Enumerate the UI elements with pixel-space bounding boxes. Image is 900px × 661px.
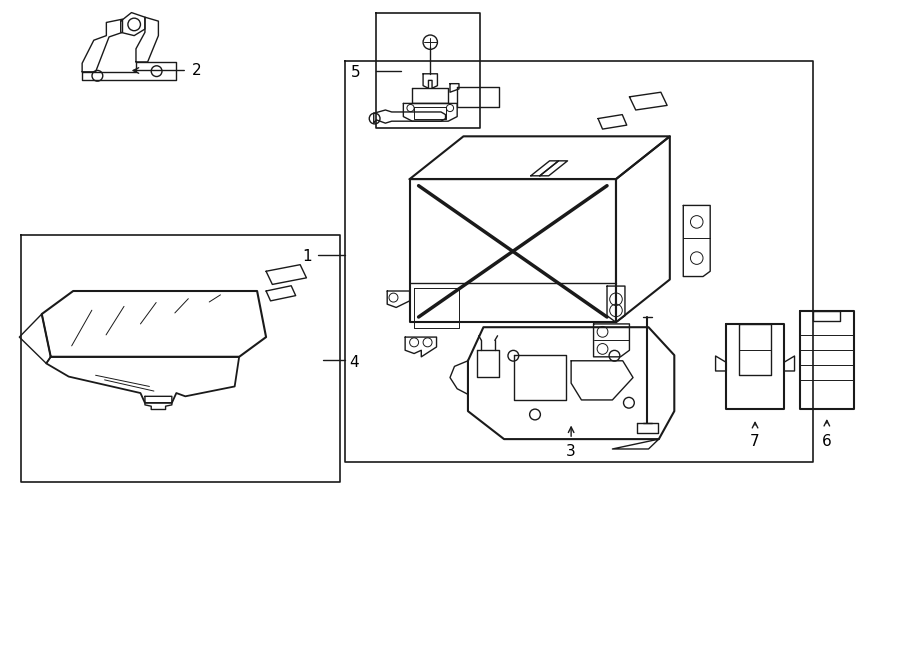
Text: 3: 3 bbox=[566, 444, 576, 459]
Text: 5: 5 bbox=[351, 65, 360, 80]
Text: 1: 1 bbox=[302, 249, 311, 264]
Text: 2: 2 bbox=[192, 63, 202, 78]
Text: 4: 4 bbox=[349, 354, 359, 369]
Text: 6: 6 bbox=[822, 434, 832, 449]
Text: 7: 7 bbox=[751, 434, 760, 449]
